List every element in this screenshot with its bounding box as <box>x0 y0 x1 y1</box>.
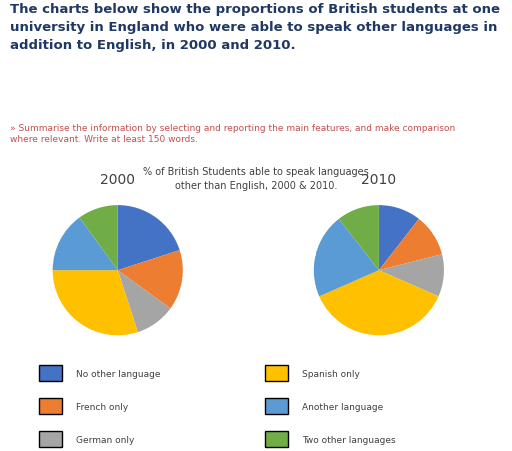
Wedge shape <box>118 206 180 271</box>
Text: » Summarise the information by selecting and reporting the main features, and ma: » Summarise the information by selecting… <box>10 124 456 144</box>
Text: 15: 15 <box>181 277 196 287</box>
Wedge shape <box>379 255 444 297</box>
Text: 30: 30 <box>69 323 83 333</box>
FancyBboxPatch shape <box>265 398 288 414</box>
Text: 20: 20 <box>153 208 167 218</box>
Text: 10: 10 <box>153 323 167 333</box>
Wedge shape <box>379 206 419 271</box>
Text: 35: 35 <box>372 337 386 347</box>
Wedge shape <box>53 218 118 271</box>
Text: % of British Students able to speak languages
other than English, 2000 & 2010.: % of British Students able to speak lang… <box>143 167 369 191</box>
Title: 2000: 2000 <box>100 173 135 187</box>
Text: The charts below show the proportions of British students at one
university in E: The charts below show the proportions of… <box>10 4 500 52</box>
Text: 10: 10 <box>89 198 103 207</box>
Wedge shape <box>79 206 118 271</box>
Text: 10: 10 <box>348 198 363 208</box>
Text: 15: 15 <box>47 233 61 243</box>
FancyBboxPatch shape <box>39 366 62 382</box>
Title: 2010: 2010 <box>361 173 396 187</box>
Wedge shape <box>118 271 170 332</box>
Text: 20: 20 <box>302 248 317 258</box>
Text: French only: French only <box>76 402 129 411</box>
FancyBboxPatch shape <box>39 431 62 447</box>
Text: Another language: Another language <box>302 402 383 411</box>
FancyBboxPatch shape <box>265 366 288 382</box>
Text: 10: 10 <box>432 226 446 236</box>
Text: 10: 10 <box>443 272 458 281</box>
Wedge shape <box>314 219 379 297</box>
Wedge shape <box>319 271 438 336</box>
Text: 10: 10 <box>395 198 410 208</box>
Wedge shape <box>118 251 183 309</box>
Text: Spanish only: Spanish only <box>302 369 360 378</box>
Text: No other language: No other language <box>76 369 161 378</box>
Wedge shape <box>339 206 379 271</box>
Text: Two other languages: Two other languages <box>302 435 396 444</box>
Wedge shape <box>379 219 442 271</box>
FancyBboxPatch shape <box>39 398 62 414</box>
FancyBboxPatch shape <box>265 431 288 447</box>
Text: German only: German only <box>76 435 135 444</box>
Wedge shape <box>53 271 138 336</box>
